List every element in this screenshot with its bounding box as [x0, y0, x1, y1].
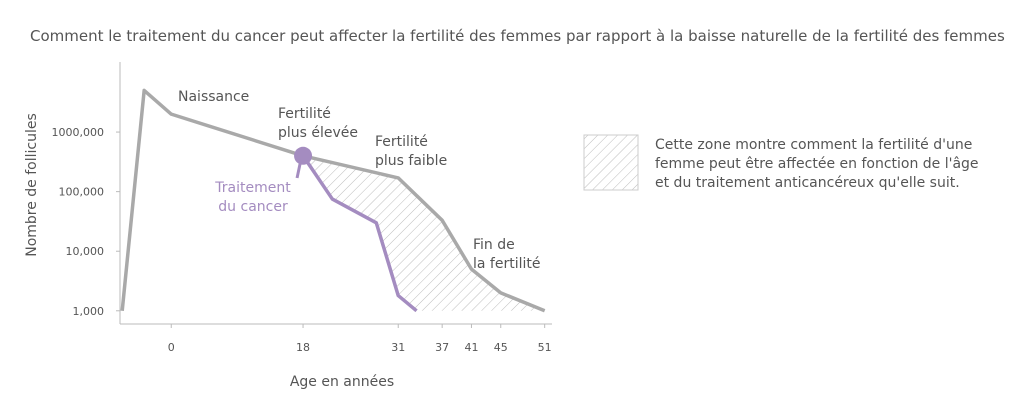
legend-swatch	[583, 134, 639, 191]
y-axis-title: Nombre de follicules	[24, 113, 40, 257]
y-tick-label: 1,000	[73, 305, 105, 318]
annotation: du cancer	[218, 199, 288, 215]
x-tick-label: 31	[391, 341, 405, 354]
legend-text: femme peut être affectée en fonction de …	[655, 156, 979, 172]
chart-title: Comment le traitement du cancer peut aff…	[30, 27, 1005, 45]
annotation: Naissance	[178, 89, 249, 105]
y-tick-label: 10,000	[66, 245, 105, 258]
y-tick-label: 1000,000	[52, 126, 105, 139]
x-tick-label: 37	[435, 341, 449, 354]
legend-text: Cette zone montre comment la fertilité d…	[655, 137, 972, 153]
x-tick-label: 45	[494, 341, 508, 354]
highlight-point	[294, 146, 313, 165]
x-tick-label: 18	[296, 341, 310, 354]
x-tick-label: 51	[538, 341, 552, 354]
x-axis-title: Age en années	[290, 374, 394, 390]
hatched-area	[303, 155, 545, 311]
legend-text: et du traitement anticancéreux qu'elle s…	[655, 175, 960, 191]
line-series	[301, 154, 418, 313]
annotation: Fertilité	[278, 106, 331, 122]
line-series	[120, 88, 546, 313]
annotation: Fin de	[473, 237, 515, 253]
x-tick-label: 41	[464, 341, 478, 354]
annotation: la fertilité	[473, 256, 540, 272]
y-tick-label: 100,000	[59, 186, 105, 199]
annotation: plus faible	[375, 153, 447, 169]
annotation: Fertilité	[375, 134, 428, 150]
annotation: plus élevée	[278, 125, 358, 141]
x-tick-label: 0	[168, 341, 175, 354]
pointer	[295, 163, 302, 179]
annotation: Traitement	[214, 180, 291, 196]
